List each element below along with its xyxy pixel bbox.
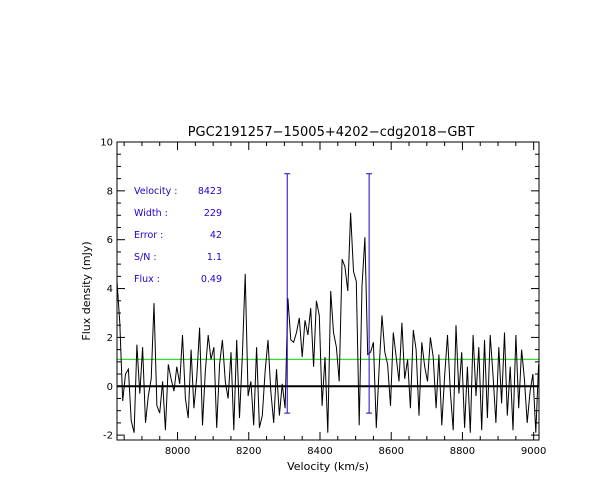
fit-result-row: Width : 229	[134, 208, 222, 219]
fit-results: Velocity : 8423 Width : 229 Error : 42 S/N : 1.…	[134, 186, 222, 285]
fit-result-label: Flux :	[134, 274, 160, 285]
fit-result-value: 0.49	[201, 274, 222, 285]
y-tick-label: 6	[107, 235, 113, 246]
width-marker-1	[284, 173, 291, 414]
data-layer	[116, 173, 540, 433]
y-tick-label: 4	[107, 284, 113, 295]
fit-result-value: 8423	[198, 186, 222, 197]
fit-result-value: 229	[204, 208, 222, 219]
fit-result-value: 1.1	[207, 252, 222, 263]
fit-result-label: Velocity :	[134, 186, 178, 197]
y-axis-title: Flux density (mJy)	[80, 241, 93, 340]
x-tick-label: 8800	[450, 446, 475, 457]
fit-result-label: Width :	[134, 208, 168, 219]
fit-result-row: Error : 42	[134, 230, 222, 241]
x-axis: 8000 8200 8400 8600 8800 9000	[123, 142, 546, 457]
fit-result-label: S/N :	[134, 252, 157, 263]
x-axis-title: Velocity (km/s)	[287, 460, 369, 473]
spectrum-line	[116, 212, 540, 433]
fit-result-label: Error :	[134, 230, 163, 241]
y-tick-label: 2	[107, 333, 113, 344]
y-tick-label: 10	[100, 138, 113, 149]
fit-result-row: Flux : 0.49	[134, 274, 222, 285]
chart-title: PGC2191257−15005+4202−cdg2018−GBT	[188, 125, 475, 140]
y-tick-label: 8	[107, 186, 113, 197]
width-marker-2	[366, 173, 373, 414]
x-tick-label: 8200	[236, 446, 261, 457]
x-tick-label: 8600	[378, 446, 403, 457]
x-tick-label: 8400	[307, 446, 332, 457]
fit-result-row: S/N : 1.1	[134, 252, 222, 263]
plot-area	[116, 141, 540, 441]
y-tick-label: 0	[107, 382, 113, 393]
x-tick-label: 9000	[521, 446, 546, 457]
x-tick-label: 8000	[165, 446, 190, 457]
fit-result-row: Velocity : 8423	[134, 186, 222, 197]
y-tick-label: -2	[103, 431, 113, 442]
fit-result-value: 42	[210, 230, 222, 241]
y-axis: -2 0 2 4 6 8 10	[100, 138, 539, 442]
plot-frame	[116, 141, 540, 441]
